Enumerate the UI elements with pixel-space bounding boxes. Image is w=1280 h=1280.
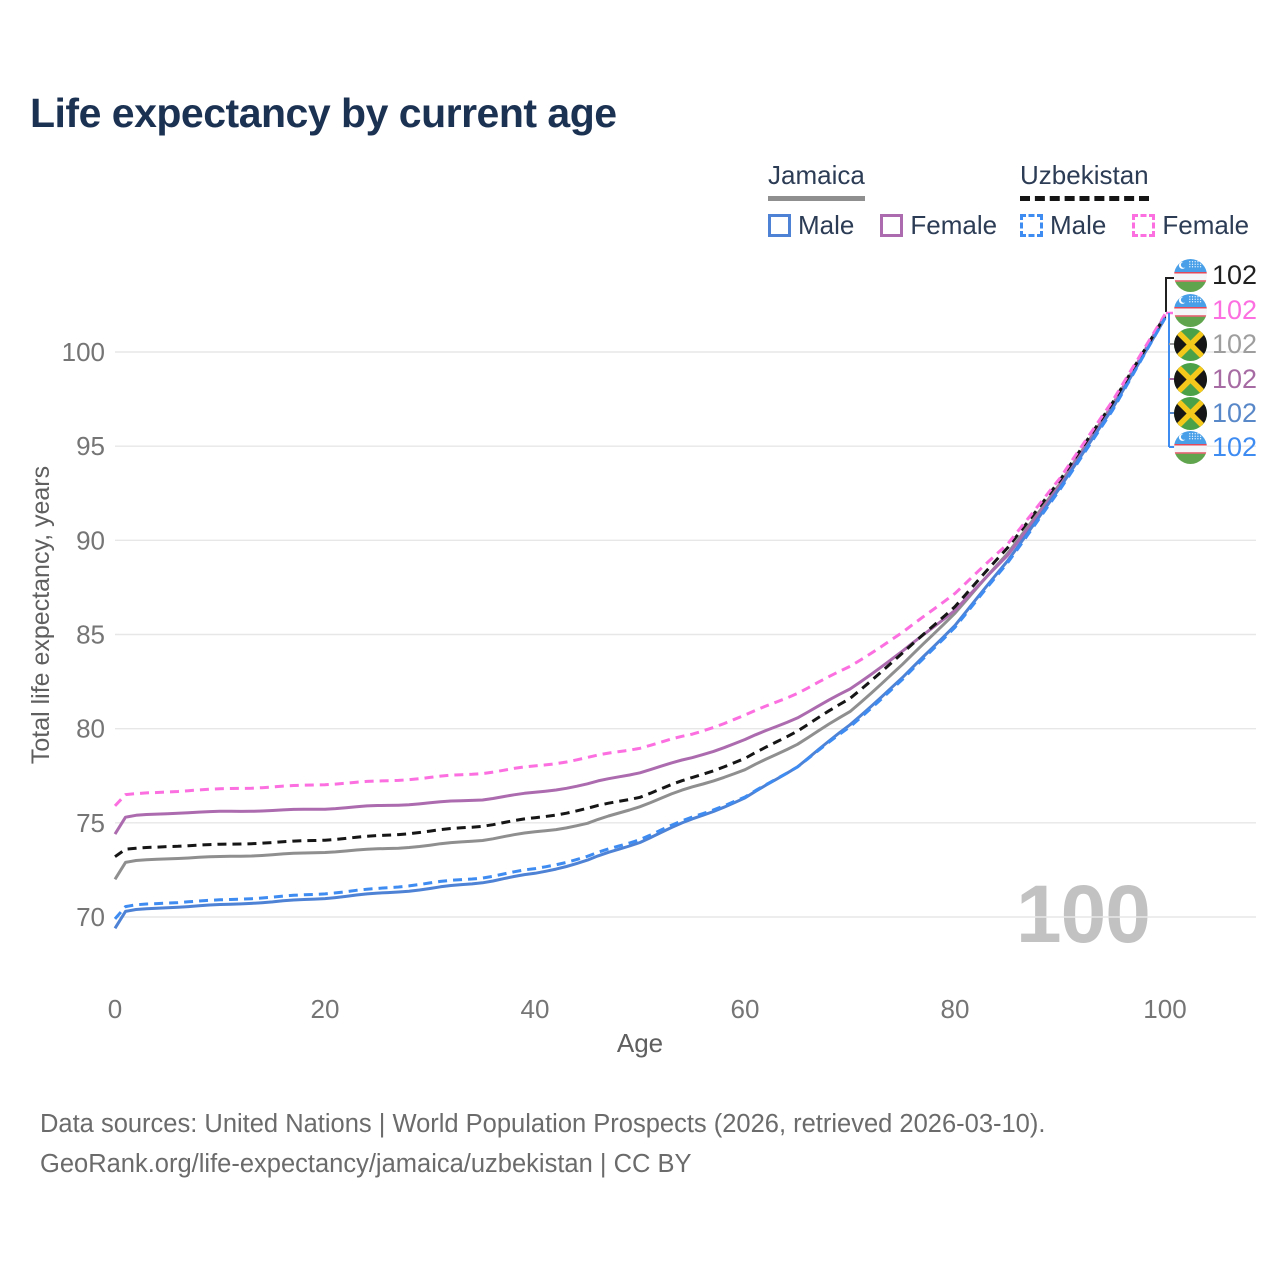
end-label-value: 102 [1212,259,1258,290]
page-title: Life expectancy by current age [30,90,617,136]
legend-entry-jamaica-male[interactable]: Male [768,210,854,241]
end-label-value: 102 [1212,363,1258,394]
end-label-value: 102 [1212,397,1258,428]
end-label-value: 102 [1212,328,1258,359]
x-tick-label: 60 [731,994,760,1024]
series-line-uzbekistan-male[interactable] [113,317,1167,920]
y-tick-label: 70 [76,902,105,932]
jamaica-flag-icon [1174,327,1207,361]
uzbekistan-male-swatch-icon [1020,214,1043,237]
jamaica-flag-icon [1174,396,1207,430]
series-line-uzbekistan-all[interactable] [114,315,1167,858]
jamaica-flag-icon [1174,362,1207,396]
end-label-jamaica-4: 102 [1174,396,1257,430]
legend-label: Male [1050,210,1107,240]
series-line-jamaica-male[interactable] [113,317,1167,930]
end-label-jamaica-3: 102 [1174,362,1257,396]
legend-row-jamaica: Male Female [768,210,997,241]
legend-group-jamaica: Jamaica Male Female [768,160,997,241]
jamaica-female-swatch-icon [880,214,904,237]
series-line-uzbekistan-female[interactable] [113,313,1167,807]
end-label-jamaica-2: 102 [1174,327,1257,361]
x-tick-label: 40 [521,994,550,1024]
y-tick-label: 90 [76,525,105,555]
legend-label: Male [798,210,855,240]
y-axis-label: Total life expectancy, years [27,465,55,765]
legend-label: Female [1162,210,1250,240]
y-tick-label: 100 [62,337,105,367]
x-axis-label: Age [616,1028,664,1058]
end-label-uzbekistan-1: 102 [1174,293,1257,327]
y-tick-label: 75 [76,808,105,838]
legend-group-uzbekistan: Uzbekistan Male Female [1020,160,1249,241]
series-line-jamaica-female[interactable] [113,314,1167,835]
end-label-value: 102 [1212,294,1258,325]
uzbekistan-female-swatch-icon [1132,214,1156,237]
legend-row-uzbekistan: Male Female [1020,210,1249,241]
leader-line [1165,277,1174,312]
legend-country-uzbekistan: Uzbekistan [1020,160,1149,201]
end-label-value: 102 [1212,431,1258,462]
footer: Data sources: United Nations | World Pop… [40,1104,1045,1184]
legend-entry-uzbekistan-male[interactable]: Male [1020,210,1106,241]
legend-country-jamaica: Jamaica [768,160,865,201]
legend-entry-uzbekistan-female[interactable]: Female [1132,210,1249,241]
footer-sources: Data sources: United Nations | World Pop… [40,1110,1046,1138]
end-label-uzbekistan-5: 102 [1174,430,1257,464]
x-tick-label: 20 [311,994,340,1024]
uzbekistan-flag-icon [1174,430,1207,464]
uzbekistan-flag-icon [1174,258,1207,292]
legend-entry-jamaica-female[interactable]: Female [880,210,997,241]
jamaica-male-swatch-icon [768,214,791,237]
x-tick-label: 80 [941,994,970,1024]
x-tick-label: 0 [108,994,122,1024]
y-tick-label: 80 [76,714,105,744]
y-tick-label: 95 [76,431,105,461]
y-tick-label: 85 [76,620,105,650]
end-label-uzbekistan-0: 102 [1174,258,1257,292]
age-watermark: 100 [1016,869,1151,960]
series-line-jamaica-all[interactable] [113,316,1167,881]
legend-label: Female [910,210,998,240]
footer-attribution: GeoRank.org/life-expectancy/jamaica/uzbe… [40,1150,692,1178]
uzbekistan-flag-icon [1174,293,1207,327]
x-tick-label: 100 [1143,994,1186,1024]
